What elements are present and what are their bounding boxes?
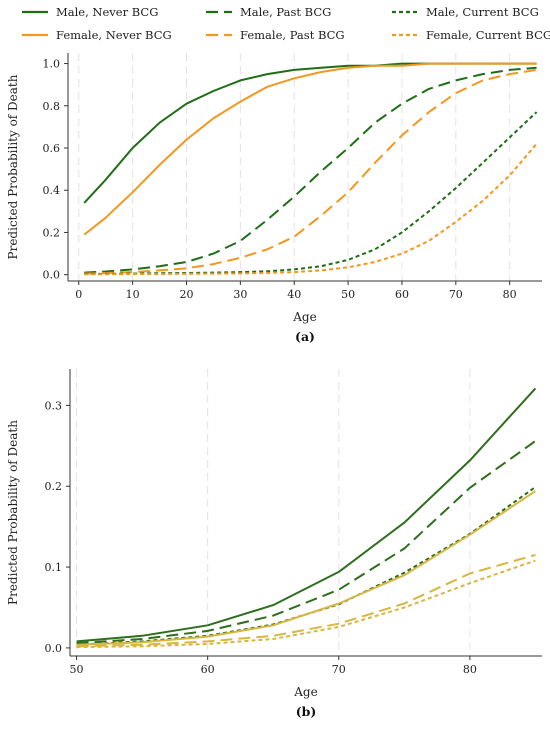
legend-label: Male, Past BCG: [240, 5, 331, 19]
y-tick-label: 0.0: [43, 269, 61, 282]
legend-label: Female, Never BCG: [56, 28, 172, 42]
x-tick-label: 50: [341, 288, 355, 301]
x-tick-label: 70: [332, 663, 346, 676]
series-line: [83, 62, 537, 236]
y-tick-label: 0.1: [45, 561, 63, 574]
x-tick-label: 60: [201, 663, 215, 676]
y-tick-label: 0.2: [45, 480, 63, 493]
series-line: [84, 111, 538, 275]
series-line: [84, 66, 537, 274]
series-line: [76, 559, 536, 649]
x-axis-label: Age: [293, 685, 317, 699]
y-tick-label: 0.0: [45, 642, 63, 655]
panel-caption: (a): [295, 329, 315, 344]
x-tick-label: 50: [70, 663, 84, 676]
y-tick-label: 1.0: [43, 58, 61, 71]
legend-label: Female, Past BCG: [240, 28, 345, 42]
x-axis-label: Age: [292, 310, 316, 324]
x-tick-label: 0: [75, 288, 82, 301]
x-tick-label: 30: [233, 288, 247, 301]
y-axis-label: Predicted Probability of Death: [6, 74, 20, 259]
x-tick-label: 20: [180, 288, 194, 301]
series-line: [76, 440, 536, 645]
panel-caption: (b): [296, 704, 317, 719]
y-tick-label: 0.4: [43, 184, 61, 197]
legend: Male, Never BCG Male, Past BCG Male, Curre…: [22, 5, 550, 42]
series-line: [84, 143, 538, 276]
series-line: [76, 387, 537, 643]
series-line: [84, 68, 537, 275]
legend-label: Female, Current BCG: [426, 28, 550, 42]
series-line: [76, 553, 536, 648]
series-line: [76, 490, 536, 646]
x-tick-label: 80: [503, 288, 517, 301]
y-tick-label: 0.8: [43, 100, 61, 113]
x-tick-label: 40: [287, 288, 301, 301]
legend-label: Male, Never BCG: [56, 5, 158, 19]
panel-a: 0 10 20 30 40 50 60 70 80 0.0 0.2 0.4 0.6 0.8 1.0 Age Pr…: [6, 53, 542, 344]
legend-label: Male, Current BCG: [426, 5, 539, 19]
y-tick-label: 0.6: [43, 142, 61, 155]
x-tick-label: 80: [463, 663, 477, 676]
y-tick-label: 0.3: [45, 399, 63, 412]
panel-b: 50 60 70 80 0.0 0.1 0.2 0.3 Age Predicted Probabi…: [6, 369, 542, 719]
x-tick-label: 10: [126, 288, 140, 301]
series-line: [76, 486, 536, 646]
y-axis-label: Predicted Probability of Death: [6, 420, 20, 605]
x-tick-label: 70: [449, 288, 463, 301]
x-tick-label: 60: [395, 288, 409, 301]
y-tick-label: 0.2: [43, 226, 61, 239]
